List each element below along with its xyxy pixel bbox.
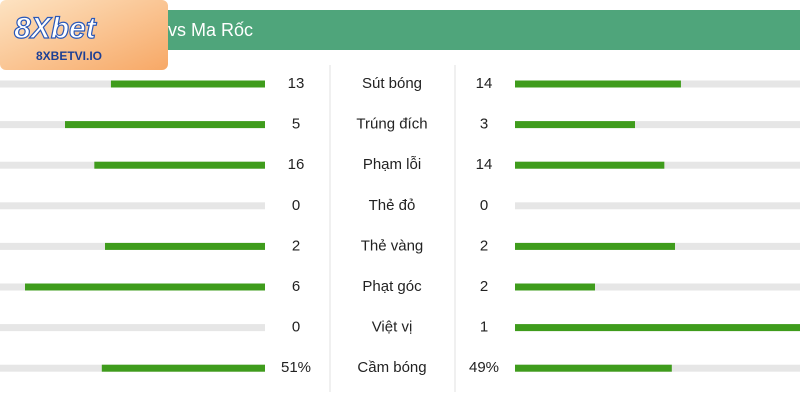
away-bar xyxy=(515,80,681,88)
home-bar xyxy=(105,242,265,250)
home-bar xyxy=(110,80,265,88)
home-value: 51% xyxy=(281,359,311,376)
stat-label: Việt vị xyxy=(372,319,413,336)
home-value: 6 xyxy=(292,278,300,295)
away-value: 14 xyxy=(476,156,493,173)
track xyxy=(515,202,800,210)
track xyxy=(0,202,265,210)
home-bar xyxy=(25,283,265,291)
away-value: 2 xyxy=(480,278,488,295)
away-bar xyxy=(515,364,672,372)
away-value: 0 xyxy=(480,197,488,214)
stat-label: Thẻ đỏ xyxy=(369,197,416,214)
home-value: 2 xyxy=(292,237,300,254)
away-value: 49% xyxy=(469,359,499,376)
logo-site: 8XBETVI.IO xyxy=(36,49,102,63)
header-bar xyxy=(150,10,800,50)
logo-brand: 8Xbet xyxy=(14,12,98,45)
stat-label: Phạm lỗi xyxy=(363,156,421,173)
away-bar xyxy=(515,121,635,129)
header-title: vs Ma Rốc xyxy=(168,20,253,40)
stat-label: Phạt góc xyxy=(362,278,422,295)
home-value: 16 xyxy=(288,156,305,173)
home-value: 5 xyxy=(292,116,300,133)
away-bar xyxy=(515,324,800,332)
stat-label: Thẻ vàng xyxy=(361,237,424,254)
stat-rows: 13 Sút bóng 145 Trúng đích 316 Phạm lỗi 140 Thẻ… xyxy=(0,75,800,376)
track xyxy=(0,324,265,332)
home-bar xyxy=(94,161,265,169)
home-value: 13 xyxy=(288,75,305,92)
home-value: 0 xyxy=(292,319,300,336)
away-bar xyxy=(515,242,675,250)
away-value: 2 xyxy=(480,237,488,254)
home-bar xyxy=(65,121,265,129)
home-bar xyxy=(101,364,265,372)
away-bar xyxy=(515,283,595,291)
stat-label: Sút bóng xyxy=(362,75,422,92)
logo-box xyxy=(0,0,168,70)
away-value: 1 xyxy=(480,319,488,336)
stat-label: Trúng đích xyxy=(356,116,427,133)
stat-label: Cầm bóng xyxy=(357,359,426,376)
away-value: 14 xyxy=(476,75,493,92)
track xyxy=(515,121,800,129)
away-value: 3 xyxy=(480,116,488,133)
away-bar xyxy=(515,161,665,169)
track xyxy=(515,283,800,291)
home-value: 0 xyxy=(292,197,300,214)
